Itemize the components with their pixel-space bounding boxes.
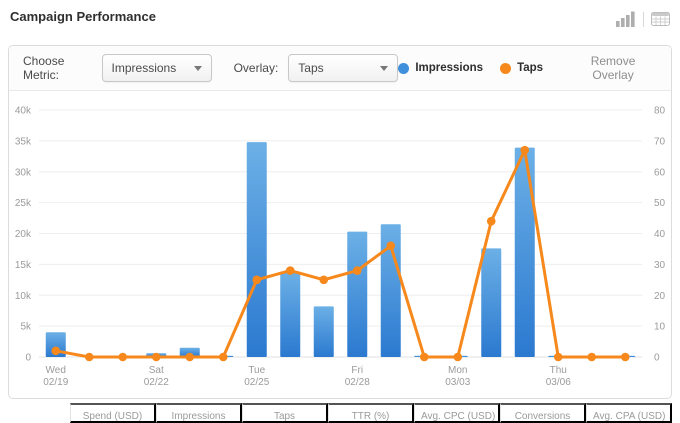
chevron-down-icon <box>380 65 389 71</box>
impressions-legend-dot-icon <box>398 62 410 74</box>
taps-point[interactable] <box>386 241 396 251</box>
metric-column-taps[interactable]: Taps <box>242 403 328 423</box>
performance-chart-svg: 0 0 5k 10 10k 20 15k 30 20k 40 25k 50 30k 60 35k 70 40k 8… <box>15 106 666 389</box>
x-axis-day-label: Sat <box>149 365 164 376</box>
legend-label: Impressions <box>415 62 484 74</box>
right-axis-tick-label: 30 <box>654 260 666 271</box>
overlay-dropdown[interactable]: Taps <box>288 54 399 82</box>
taps-point[interactable] <box>151 352 161 362</box>
taps-point[interactable] <box>553 352 563 362</box>
x-axis-date-label: 02/28 <box>345 377 370 388</box>
taps-point[interactable] <box>620 352 630 362</box>
metric-dropdown-value: Impressions <box>111 61 177 75</box>
taps-point[interactable] <box>51 346 61 356</box>
metric-column-avg-cpc[interactable]: Avg. CPC (USD) <box>414 403 500 423</box>
impressions-bar[interactable] <box>280 272 301 357</box>
page-title: Campaign Performance <box>10 9 156 24</box>
x-axis-day-label: Mon <box>448 365 467 376</box>
chevron-down-icon <box>193 65 202 71</box>
legend-item-impressions: Impressions <box>398 62 483 74</box>
left-axis-tick-label: 15k <box>15 260 32 271</box>
x-axis-day-label: Fri <box>351 365 363 376</box>
metric-column-ttr[interactable]: TTR (%) <box>328 403 414 423</box>
impressions-bar[interactable] <box>246 142 267 357</box>
left-axis-tick-label: 30k <box>15 167 32 178</box>
metric-label: Choose Metric: <box>23 54 65 82</box>
table-view-button[interactable] <box>651 11 670 27</box>
impressions-bar[interactable] <box>313 306 334 357</box>
legend-item-taps: Taps <box>500 62 543 74</box>
taps-point[interactable] <box>84 352 94 362</box>
metric-table-leading-cell <box>8 403 70 423</box>
taps-point[interactable] <box>185 352 195 362</box>
taps-legend-dot-icon <box>500 62 512 74</box>
taps-point[interactable] <box>218 352 228 362</box>
taps-point[interactable] <box>352 266 362 275</box>
left-axis-tick-label: 20k <box>15 229 32 240</box>
taps-point[interactable] <box>419 352 429 362</box>
bar-chart-icon <box>616 11 635 27</box>
x-axis-date-label: 02/22 <box>144 377 169 388</box>
chart-toolbar: Choose Metric: Impressions Overlay: Taps… <box>9 46 671 91</box>
legend-label: Taps <box>517 62 544 74</box>
table-icon <box>651 12 670 26</box>
taps-point[interactable] <box>285 266 295 275</box>
right-axis-tick-label: 20 <box>654 291 666 302</box>
chart-area: 0 0 5k 10 10k 20 15k 30 20k 40 25k 50 30k 60 35k 70 40k 8… <box>9 91 671 398</box>
metric-dropdown[interactable]: Impressions <box>101 54 212 82</box>
chart-legend: Impressions Taps <box>398 62 543 74</box>
right-axis-tick-label: 60 <box>654 167 666 178</box>
right-axis-tick-label: 0 <box>654 353 660 364</box>
chart-panel: Choose Metric: Impressions Overlay: Taps… <box>8 45 672 399</box>
left-axis-tick-label: 10k <box>15 291 32 302</box>
overlay-dropdown-value: Taps <box>298 61 324 75</box>
header: Campaign Performance <box>0 0 680 28</box>
right-axis-tick-label: 40 <box>654 229 666 240</box>
metric-column-conversions[interactable]: Conversions <box>500 403 586 423</box>
view-toggle <box>615 7 672 28</box>
left-axis-tick-label: 40k <box>15 106 32 117</box>
right-axis-tick-label: 80 <box>654 106 666 117</box>
taps-point[interactable] <box>118 352 128 362</box>
x-axis-date-label: 02/25 <box>244 377 269 388</box>
impressions-bar[interactable] <box>481 248 502 357</box>
taps-point[interactable] <box>587 352 597 362</box>
x-axis-date-label: 02/19 <box>43 377 68 388</box>
taps-line <box>54 148 627 359</box>
taps-point[interactable] <box>520 145 530 155</box>
x-axis-day-label: Tue <box>248 365 265 376</box>
metric-table-header: Spend (USD) Impressions Taps TTR (%) Avg… <box>8 403 672 423</box>
chart-view-button[interactable] <box>615 10 636 28</box>
taps-point[interactable] <box>486 216 496 226</box>
impressions-bar[interactable] <box>179 347 200 357</box>
x-axis-day-label: Wed <box>46 365 66 376</box>
x-axis-date-label: 03/03 <box>445 377 470 388</box>
metric-column-avg-cpa[interactable]: Avg. CPA (USD) <box>586 403 672 423</box>
metric-column-spend[interactable]: Spend (USD) <box>70 403 156 423</box>
taps-point[interactable] <box>252 275 262 285</box>
right-axis-tick-label: 10 <box>654 322 666 333</box>
x-axis-day-label: Thu <box>550 365 567 376</box>
right-axis-tick-label: 50 <box>654 198 666 209</box>
left-axis-tick-label: 0 <box>25 353 31 364</box>
metric-column-impressions[interactable]: Impressions <box>156 403 242 423</box>
left-axis-tick-label: 5k <box>20 322 32 333</box>
remove-overlay-link[interactable]: Remove Overlay <box>569 53 657 83</box>
impressions-bar[interactable] <box>514 147 535 357</box>
left-axis-tick-label: 35k <box>15 136 32 147</box>
taps-point[interactable] <box>319 275 329 285</box>
left-axis-tick-label: 25k <box>15 198 32 209</box>
icon-divider <box>643 11 644 27</box>
impressions-bar[interactable] <box>347 231 368 357</box>
x-axis-date-label: 03/06 <box>546 377 571 388</box>
overlay-label: Overlay: <box>233 61 279 75</box>
right-axis-tick-label: 70 <box>654 136 666 147</box>
taps-point[interactable] <box>453 352 463 362</box>
